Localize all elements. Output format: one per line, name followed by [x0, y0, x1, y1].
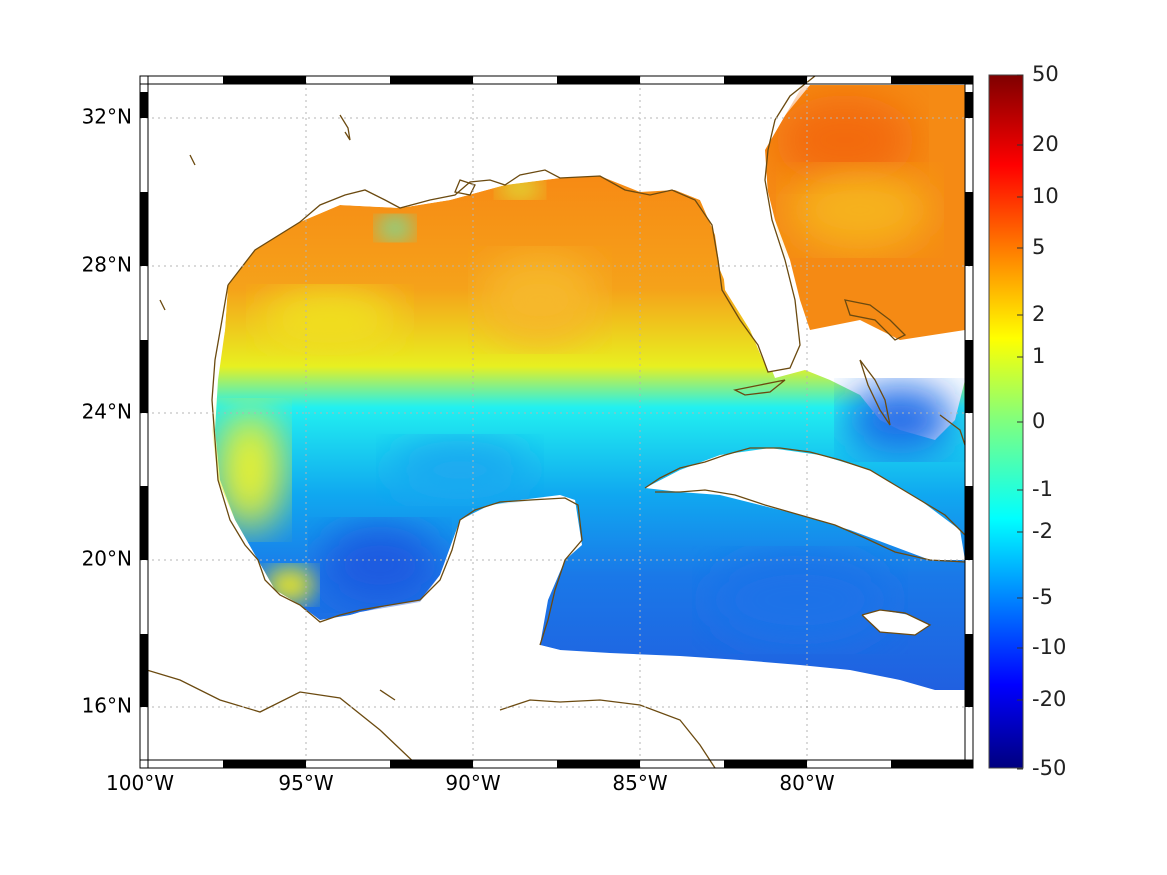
lon-label: 95°W	[278, 771, 333, 795]
lon-label: 90°W	[445, 771, 500, 795]
coastline	[140, 76, 966, 768]
lat-label: 32°N	[82, 105, 132, 129]
colorbar-tick-label: -50	[1032, 756, 1066, 780]
lon-label: 80°W	[779, 771, 834, 795]
lon-label: 100°W	[106, 771, 174, 795]
grid-lines	[140, 76, 973, 768]
colorbar-tick-label: 10	[1032, 184, 1059, 208]
lat-label: 28°N	[82, 253, 132, 277]
colorbar-tick-label: -2	[1032, 519, 1053, 543]
latitude-labels: 32°N 28°N 24°N 20°N 16°N	[82, 105, 132, 718]
colorbar-tick-label: -10	[1032, 635, 1066, 659]
colorbar-tick-label: 0	[1032, 409, 1045, 433]
colorbar-tick-label: 5	[1032, 235, 1045, 259]
colorbar-tick-label: 50	[1032, 62, 1059, 86]
map-frame	[139, 75, 974, 769]
colorbar-tick-label: 20	[1032, 132, 1059, 156]
lon-label: 85°W	[612, 771, 667, 795]
lat-label: 24°N	[82, 400, 132, 424]
lat-label: 20°N	[82, 547, 132, 571]
longitude-labels: 100°W 95°W 90°W 85°W 80°W	[106, 771, 835, 795]
land-mask	[140, 76, 965, 768]
colorbar-tick-label: -5	[1032, 585, 1053, 609]
colorbar-tick-label: 2	[1032, 302, 1045, 326]
colorbar-tick-label: -20	[1032, 687, 1066, 711]
lat-label: 16°N	[82, 694, 132, 718]
colorbar-tick-label: -1	[1032, 477, 1053, 501]
anomaly-field	[215, 85, 965, 690]
colorbar-tick-label: 1	[1032, 344, 1045, 368]
